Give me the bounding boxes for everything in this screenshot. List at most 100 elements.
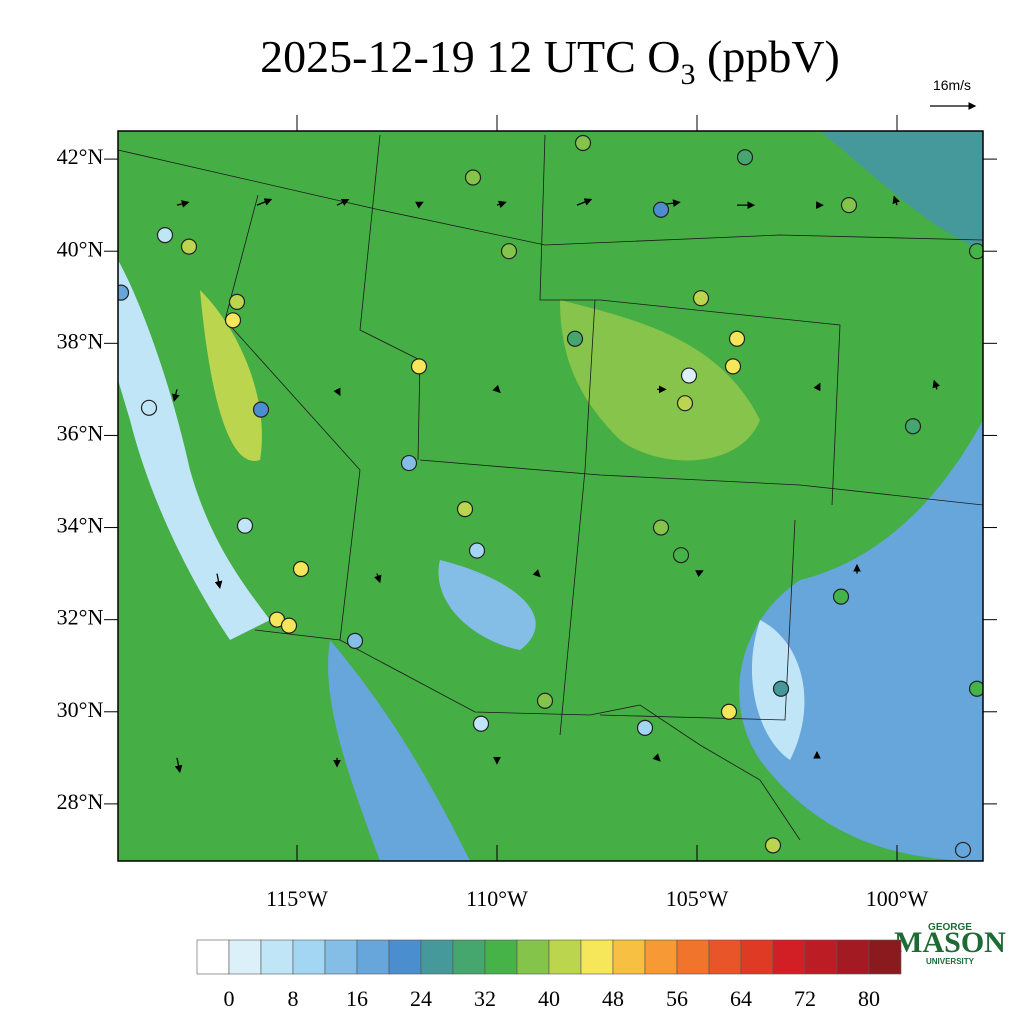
state-border (419, 459, 983, 506)
station (472, 715, 490, 732)
colorbar-box (804, 939, 838, 975)
station (464, 169, 482, 186)
colorbar-box (612, 939, 646, 975)
colorbar-label: 32 (474, 986, 496, 1011)
x-tick-label: 115°W (266, 886, 328, 911)
station (280, 617, 298, 634)
colorbar-box (324, 939, 358, 975)
station (676, 395, 694, 412)
colorbar-box (516, 939, 550, 975)
station (692, 290, 710, 307)
wind-vector (652, 753, 661, 762)
map-field (118, 131, 983, 861)
y-tick-label: 42°N (57, 144, 104, 169)
colorbar-box (548, 939, 582, 975)
title-main: 2025-12-19 12 UTC O (260, 31, 680, 82)
station (672, 547, 690, 564)
wind-vector (171, 389, 180, 402)
plains-low (739, 420, 983, 861)
title-subscript: 3 (681, 58, 696, 91)
colorbar-label: 64 (730, 986, 752, 1011)
colorbar-box (484, 939, 518, 975)
wind-vector (256, 198, 273, 206)
colorbar-box (292, 939, 326, 975)
colorbar-box (772, 939, 806, 975)
wind-vector (496, 200, 507, 209)
colorbar-box (740, 939, 774, 975)
colorbar-box (452, 939, 486, 975)
colorbar-label: 24 (410, 986, 432, 1011)
high-ridge (200, 290, 262, 461)
station (954, 841, 972, 859)
map-frame (117, 130, 984, 862)
wind-vector (415, 201, 424, 209)
station (680, 367, 698, 384)
colorbar-box (388, 939, 422, 975)
station (724, 358, 742, 375)
wind-vector (374, 573, 382, 584)
wind-vector (813, 382, 821, 392)
logo-bottom: UNIVERSITY (926, 957, 975, 966)
colorbar-box (196, 939, 230, 975)
colorbar-label: 16 (346, 986, 368, 1011)
station (180, 238, 198, 255)
y-tick-label: 34°N (57, 513, 104, 538)
station (410, 358, 428, 375)
title-end: (ppbV) (696, 31, 840, 82)
gulf-low (328, 640, 470, 861)
colorbar-label: 8 (288, 986, 299, 1011)
y-tick-label: 30°N (57, 697, 104, 722)
station (840, 197, 858, 214)
coastal-low (118, 260, 270, 640)
y-tick-label: 38°N (57, 328, 104, 353)
colorbar-label: 80 (858, 986, 880, 1011)
wind-vector (176, 200, 190, 208)
wind-vector (492, 384, 501, 394)
station (156, 226, 174, 244)
station (652, 519, 670, 536)
station (968, 680, 983, 697)
colorbar-box (644, 939, 678, 975)
colorbar-label: 48 (602, 986, 624, 1011)
station (574, 134, 592, 152)
station (228, 293, 246, 310)
station (140, 399, 158, 416)
colorbar-label: 0 (224, 986, 235, 1011)
station (968, 243, 983, 260)
state-border (599, 519, 796, 721)
station (536, 692, 554, 709)
x-tick-label: 105°W (666, 886, 729, 911)
station (832, 588, 850, 605)
station (400, 454, 418, 472)
logo-main: MASON (894, 926, 1006, 959)
y-tick-label: 32°N (57, 605, 104, 630)
logo-top: GEORGE (928, 922, 972, 933)
y-tick-label: 36°N (57, 420, 104, 445)
station (652, 201, 670, 218)
colorbar-box (836, 939, 870, 975)
station (224, 312, 242, 329)
station (728, 330, 746, 347)
station (118, 284, 130, 301)
state-border (118, 149, 983, 246)
colorbar-box (708, 939, 742, 975)
title: 2025-12-19 12 UTC O3 (ppbV) (260, 31, 840, 91)
y-tick-label: 40°N (57, 236, 104, 261)
colorbar-box (676, 939, 710, 975)
colorbar-label: 40 (538, 986, 560, 1011)
wind-vector (333, 387, 341, 397)
station (720, 703, 738, 720)
colorbar-label: 56 (666, 986, 688, 1011)
station (636, 719, 654, 736)
y-tick-label: 28°N (57, 789, 104, 814)
colorbar-box (580, 939, 614, 975)
wind-reference-label: 16m/s (933, 77, 971, 93)
country-border (254, 629, 801, 841)
station (566, 330, 584, 347)
state-border (224, 194, 361, 641)
colorbar-box (868, 939, 902, 975)
wind-vector (174, 757, 183, 774)
station (346, 632, 364, 649)
station (468, 542, 486, 559)
state-border (559, 299, 596, 736)
